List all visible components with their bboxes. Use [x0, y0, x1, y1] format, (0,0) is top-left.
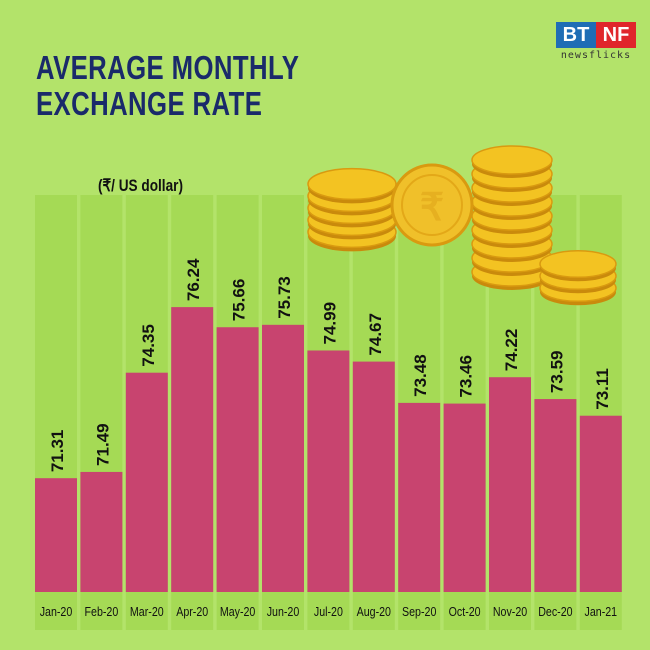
rupee-coin-icon: ₹: [420, 187, 444, 229]
logo-tagline: newsflicks: [560, 50, 632, 61]
data-label: 76.24: [184, 258, 203, 301]
x-tick-label: Jan-20: [40, 604, 73, 619]
x-tick-label: Dec-20: [538, 604, 573, 619]
bar-May-20: [216, 327, 259, 592]
x-tick-label: Jan-21: [585, 604, 618, 619]
logo-nf: NF: [596, 22, 636, 48]
data-label: 73.48: [411, 354, 430, 397]
data-label: 74.67: [366, 313, 385, 356]
data-label: 74.22: [502, 329, 521, 372]
bar-Mar-20: [125, 372, 168, 592]
data-label: 75.73: [275, 276, 294, 319]
bar-Jun-20: [262, 324, 304, 592]
coins-illustration: ₹: [307, 145, 617, 306]
data-label: 73.59: [547, 351, 566, 394]
data-label: 74.99: [320, 302, 339, 345]
bar-Jul-20: [307, 350, 350, 592]
x-tick-label: Mar-20: [130, 604, 164, 619]
bar-Dec-20: [534, 399, 577, 592]
bar-Apr-20: [171, 307, 214, 592]
data-label: 75.66: [230, 279, 249, 322]
bar-Feb-20: [80, 471, 123, 592]
x-tick-label: Sep-20: [402, 604, 437, 619]
x-tick-label: Oct-20: [449, 604, 481, 619]
bar-Aug-20: [352, 361, 395, 592]
data-label: 73.11: [593, 368, 612, 410]
x-tick-label: Aug-20: [357, 604, 392, 619]
bar-Jan-21: [579, 415, 622, 592]
x-tick-label: May-20: [220, 604, 256, 619]
x-tick-label: Jul-20: [314, 604, 343, 619]
x-tick-label: Nov-20: [493, 604, 528, 619]
data-label: 71.49: [93, 423, 112, 466]
data-label: 74.35: [139, 324, 158, 367]
x-tick-label: Feb-20: [85, 604, 119, 619]
data-label: 73.46: [457, 355, 476, 398]
bar-Nov-20: [489, 377, 531, 592]
x-tick-label: Apr-20: [176, 604, 208, 619]
logo-bt: BT: [556, 22, 596, 48]
bt-newsflicks-logo: BT NF newsflicks: [556, 22, 636, 61]
chart-title: AVERAGE MONTHLY EXCHANGE RATE: [36, 49, 299, 122]
x-tick-label: Jun-20: [267, 604, 300, 619]
y-axis-unit: (₹/ US dollar): [98, 176, 183, 195]
bar-Oct-20: [443, 403, 486, 592]
bar-Sep-20: [398, 402, 441, 592]
data-label: 71.31: [48, 430, 67, 473]
bar-Jan-20: [35, 478, 77, 592]
